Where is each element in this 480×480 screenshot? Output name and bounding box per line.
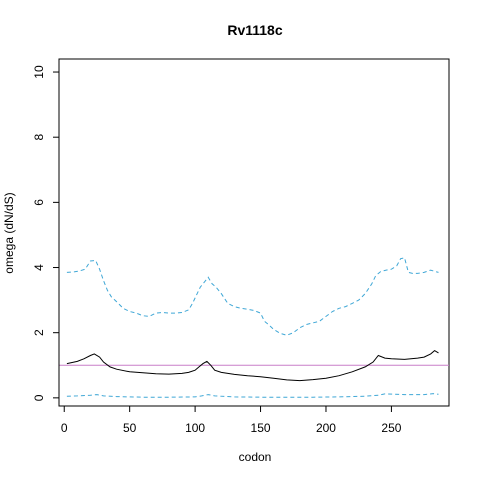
y-tick-label: 2 <box>32 329 46 336</box>
y-tick-label: 8 <box>32 134 46 141</box>
series-layer <box>66 257 439 398</box>
y-axis: 0 2 4 6 8 10 <box>32 65 60 401</box>
y-tick-label: 10 <box>32 65 46 79</box>
y-tick-label: 4 <box>32 264 46 271</box>
series-line-2 <box>66 257 439 336</box>
plot-frame <box>58 58 450 407</box>
y-axis-label: omega (dN/dS) <box>2 192 16 273</box>
x-axis-label: codon <box>239 450 272 464</box>
x-tick-label: 250 <box>381 421 401 435</box>
series-line-1 <box>66 349 439 382</box>
series-line-3 <box>66 393 439 398</box>
y-tick-label: 6 <box>32 199 46 206</box>
y-tick-label: 0 <box>32 394 46 401</box>
x-tick-label: 100 <box>185 421 205 435</box>
x-tick-label: 50 <box>123 421 137 435</box>
chart-title: Rv1118c <box>227 22 282 38</box>
x-tick-label: 150 <box>251 421 271 435</box>
x-axis: 0 50 100 150 200 250 <box>61 405 402 435</box>
x-tick-label: 200 <box>316 421 336 435</box>
x-tick-label: 0 <box>61 421 68 435</box>
